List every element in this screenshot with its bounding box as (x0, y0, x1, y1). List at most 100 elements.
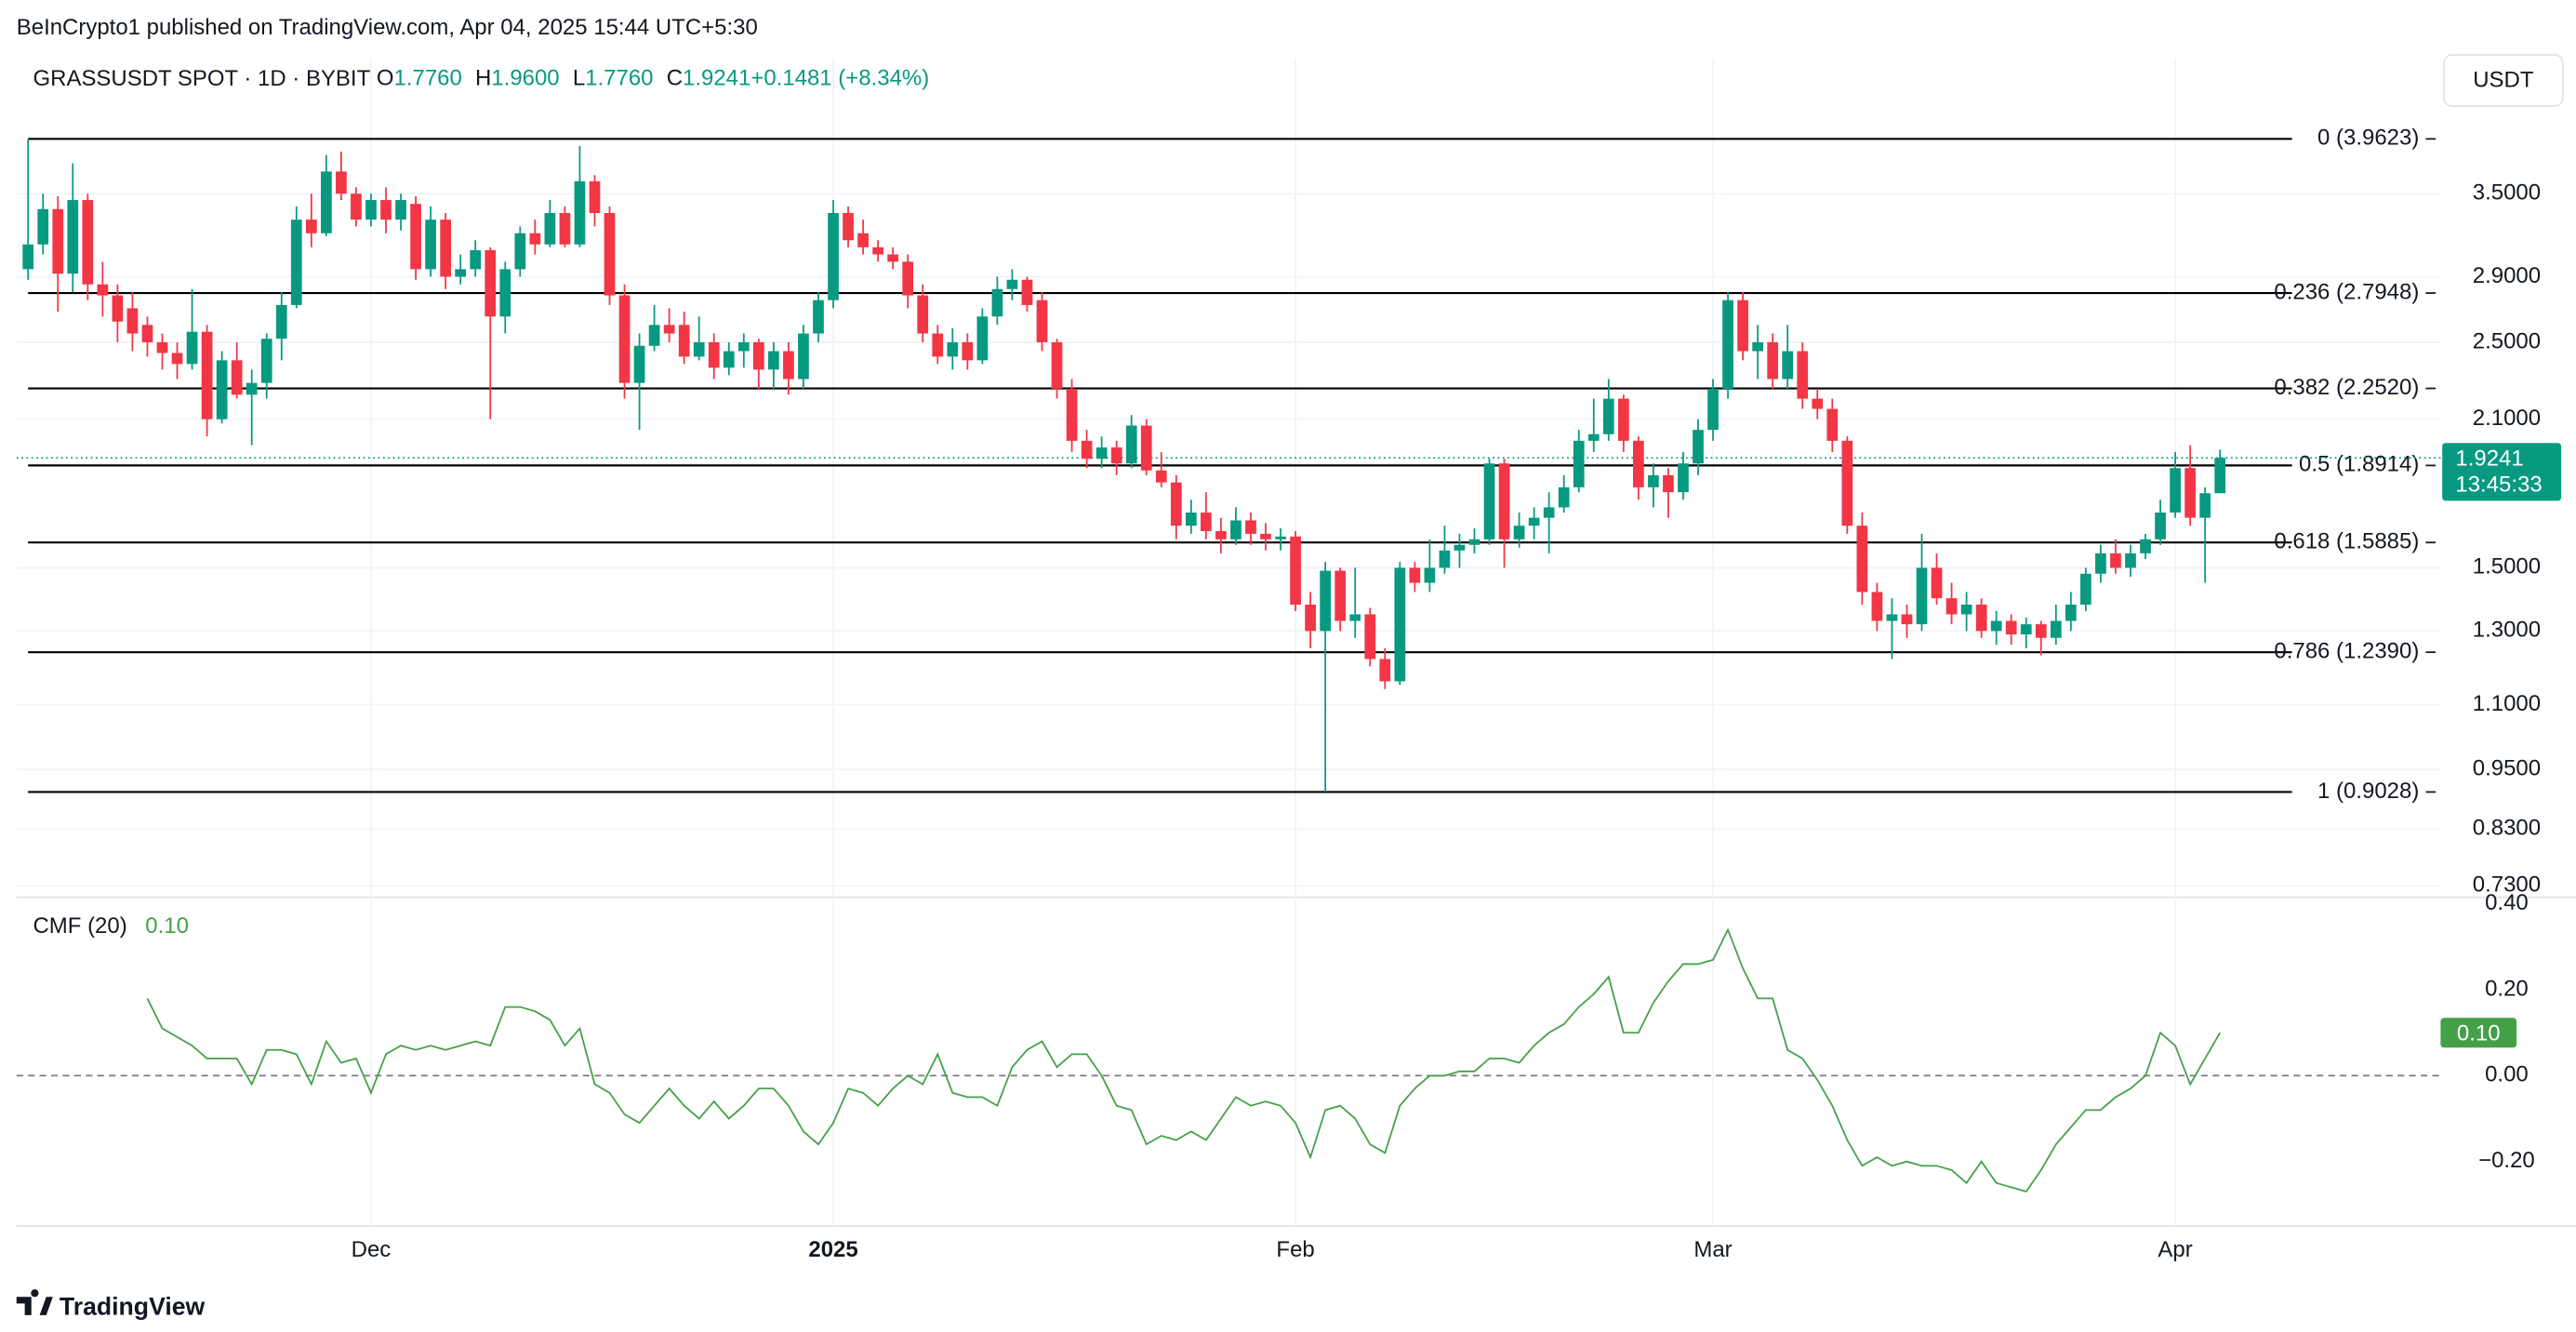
candle-body (52, 208, 64, 274)
candle-body (962, 341, 974, 361)
fib-label: 0.236 (2.7948) (2274, 279, 2419, 304)
symbol-title: GRASSUSDT SPOT · 1D · BYBIT (33, 66, 371, 91)
x-tick-label: Feb (1276, 1237, 1314, 1262)
fib-label: 0.382 (2.2520) (2274, 375, 2419, 400)
candle-body (1006, 279, 1018, 289)
y2-tick-label: 0.00 (2485, 1062, 2529, 1087)
candle-body (976, 316, 989, 361)
candle-body (1856, 526, 1868, 593)
candle-body (1663, 474, 1674, 493)
candle-body (1782, 351, 1794, 380)
candle-body (1633, 440, 1644, 487)
candle-body (947, 341, 959, 357)
candle-body (2170, 468, 2181, 513)
candle-body (663, 325, 675, 334)
candle-body (305, 220, 317, 233)
candle-body (2020, 624, 2032, 635)
candle-body (1095, 447, 1108, 460)
candle-body (991, 288, 1003, 317)
candle-body (1379, 659, 1391, 682)
candle-body (648, 325, 660, 346)
candle-body (321, 171, 332, 233)
candle-body (1364, 614, 1376, 659)
candle-body (141, 325, 153, 342)
candle-body (1573, 440, 1585, 487)
legend-key: L (573, 66, 585, 91)
candle-body (22, 244, 34, 270)
candle-body (1349, 614, 1361, 621)
candle-body (1767, 341, 1779, 380)
currency-label: USDT (2473, 68, 2534, 93)
legend-key: H (475, 66, 491, 91)
candle-body (1036, 300, 1048, 342)
cmf-badge-label: 0.10 (2457, 1020, 2501, 1046)
candle-body (1812, 398, 1824, 409)
legend-value: 1.7760 (585, 66, 653, 91)
candle-body (887, 254, 899, 262)
candle-body (559, 213, 571, 245)
candle-body (1110, 447, 1122, 464)
candle-body (783, 351, 794, 380)
price-badge (2442, 443, 2562, 501)
brand-name: TradingView (60, 1293, 206, 1321)
candle-body (1528, 517, 1540, 526)
candle-body (37, 208, 49, 245)
candle-body (186, 331, 198, 365)
candle-body (1886, 614, 1898, 621)
y-tick-label: 2.1000 (2473, 406, 2541, 431)
y2-tick-label: −0.20 (2478, 1148, 2535, 1173)
candle-body (1155, 470, 1167, 483)
currency-button[interactable] (2443, 54, 2564, 107)
y-tick-label: 0.8300 (2473, 816, 2541, 841)
candle-body (351, 193, 362, 220)
candle-body (708, 341, 720, 368)
candle-body (156, 341, 168, 353)
x-tick-label: Apr (2158, 1237, 2192, 1262)
legend-value: 1.7760 (394, 66, 462, 91)
candle-body (2065, 605, 2077, 621)
y-tick-label: 1.5000 (2473, 554, 2541, 579)
candle-body (1916, 567, 1928, 625)
candle-body (1797, 351, 1809, 399)
candle-body (440, 220, 451, 277)
candle-body (798, 333, 809, 380)
y2-tick-label: 0.20 (2485, 976, 2529, 1001)
candle-body (1871, 592, 1883, 621)
tradingview-logo: TradingView (16, 1289, 206, 1321)
candle-body (574, 180, 586, 245)
candle-body (2199, 493, 2211, 518)
fib-label: 0.5 (1.8914) (2299, 452, 2419, 477)
candle-body (112, 295, 124, 322)
candle-body (618, 295, 631, 383)
candle-body (2125, 553, 2136, 568)
candle-body (1021, 279, 1033, 305)
fib-label: 1 (0.9028) (2317, 779, 2419, 804)
candle-body (1587, 433, 1600, 441)
candle-body (1960, 605, 1972, 615)
candle-body (1170, 482, 1182, 526)
candle-body (1051, 341, 1063, 389)
candle-body (1975, 605, 1987, 632)
candle-body (1648, 474, 1659, 487)
candle-body (1617, 398, 1629, 441)
candle-body (260, 339, 272, 383)
candle-body (872, 246, 883, 255)
fib-label: 0 (3.9623) (2317, 126, 2419, 151)
candle-body (410, 204, 421, 270)
candle-body (1081, 440, 1093, 460)
candle-body (902, 261, 914, 296)
candle-body (1483, 463, 1495, 539)
candle-body (201, 331, 213, 420)
candle-body (544, 213, 556, 245)
legend-key: O (377, 66, 394, 91)
candle-body (380, 200, 392, 220)
fib-label: 0.618 (1.5885) (2274, 529, 2419, 554)
candle-body (2110, 553, 2121, 568)
candle-body (2080, 573, 2091, 606)
candle-body (2214, 458, 2226, 494)
candle-body (678, 325, 690, 357)
candle-body (1901, 614, 1913, 625)
candle-body (231, 360, 243, 395)
candle-body (752, 341, 764, 370)
